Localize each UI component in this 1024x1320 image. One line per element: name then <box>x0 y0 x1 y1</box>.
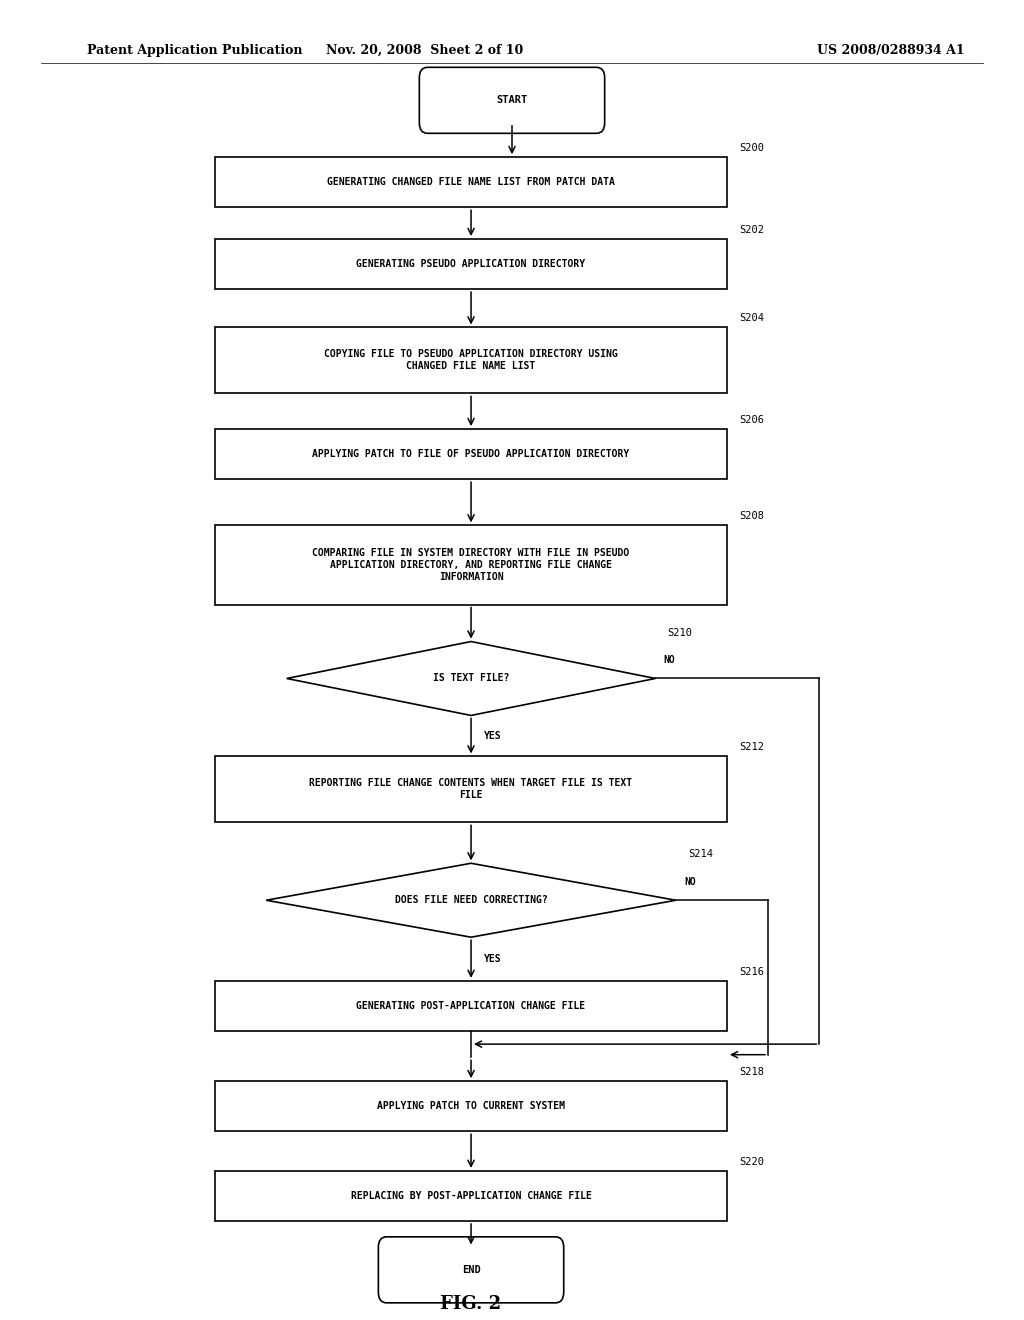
Bar <box>215 981 727 1031</box>
Bar <box>215 157 727 207</box>
Polygon shape <box>287 642 655 715</box>
Text: S200: S200 <box>739 143 764 153</box>
Text: REPLACING BY POST-APPLICATION CHANGE FILE: REPLACING BY POST-APPLICATION CHANGE FIL… <box>350 1191 592 1201</box>
Text: COMPARING FILE IN SYSTEM DIRECTORY WITH FILE IN PSEUDO
APPLICATION DIRECTORY, AN: COMPARING FILE IN SYSTEM DIRECTORY WITH … <box>312 548 630 582</box>
Text: YES: YES <box>484 731 502 741</box>
Text: S210: S210 <box>668 627 692 638</box>
Bar <box>215 239 727 289</box>
Text: S220: S220 <box>739 1156 764 1167</box>
Text: END: END <box>462 1265 480 1275</box>
Text: S214: S214 <box>688 849 713 859</box>
Text: FIG. 2: FIG. 2 <box>440 1295 502 1313</box>
Text: YES: YES <box>484 954 502 964</box>
Text: NO: NO <box>664 655 675 665</box>
Polygon shape <box>266 863 676 937</box>
Text: APPLYING PATCH TO FILE OF PSEUDO APPLICATION DIRECTORY: APPLYING PATCH TO FILE OF PSEUDO APPLICA… <box>312 449 630 459</box>
Text: S204: S204 <box>739 313 764 323</box>
FancyBboxPatch shape <box>420 67 604 133</box>
Text: S202: S202 <box>739 224 764 235</box>
Bar <box>215 429 727 479</box>
Bar <box>215 327 727 393</box>
Text: S208: S208 <box>739 511 764 521</box>
Text: DOES FILE NEED CORRECTING?: DOES FILE NEED CORRECTING? <box>394 895 548 906</box>
Text: IS TEXT FILE?: IS TEXT FILE? <box>433 673 509 684</box>
Bar <box>215 525 727 605</box>
Text: REPORTING FILE CHANGE CONTENTS WHEN TARGET FILE IS TEXT
FILE: REPORTING FILE CHANGE CONTENTS WHEN TARG… <box>309 779 633 800</box>
Text: Nov. 20, 2008  Sheet 2 of 10: Nov. 20, 2008 Sheet 2 of 10 <box>327 44 523 57</box>
Text: GENERATING CHANGED FILE NAME LIST FROM PATCH DATA: GENERATING CHANGED FILE NAME LIST FROM P… <box>327 177 615 187</box>
Text: APPLYING PATCH TO CURRENT SYSTEM: APPLYING PATCH TO CURRENT SYSTEM <box>377 1101 565 1111</box>
FancyBboxPatch shape <box>379 1237 563 1303</box>
Text: S216: S216 <box>739 966 764 977</box>
Text: COPYING FILE TO PSEUDO APPLICATION DIRECTORY USING
CHANGED FILE NAME LIST: COPYING FILE TO PSEUDO APPLICATION DIREC… <box>325 350 617 371</box>
Text: GENERATING PSEUDO APPLICATION DIRECTORY: GENERATING PSEUDO APPLICATION DIRECTORY <box>356 259 586 269</box>
Text: START: START <box>497 95 527 106</box>
Text: S218: S218 <box>739 1067 764 1077</box>
Text: S206: S206 <box>739 414 764 425</box>
Bar <box>215 1171 727 1221</box>
Bar <box>215 756 727 822</box>
Text: GENERATING POST-APPLICATION CHANGE FILE: GENERATING POST-APPLICATION CHANGE FILE <box>356 1001 586 1011</box>
Text: NO: NO <box>684 876 695 887</box>
Text: US 2008/0288934 A1: US 2008/0288934 A1 <box>817 44 965 57</box>
Text: S212: S212 <box>739 742 764 752</box>
Bar <box>215 1081 727 1131</box>
Text: Patent Application Publication: Patent Application Publication <box>87 44 302 57</box>
